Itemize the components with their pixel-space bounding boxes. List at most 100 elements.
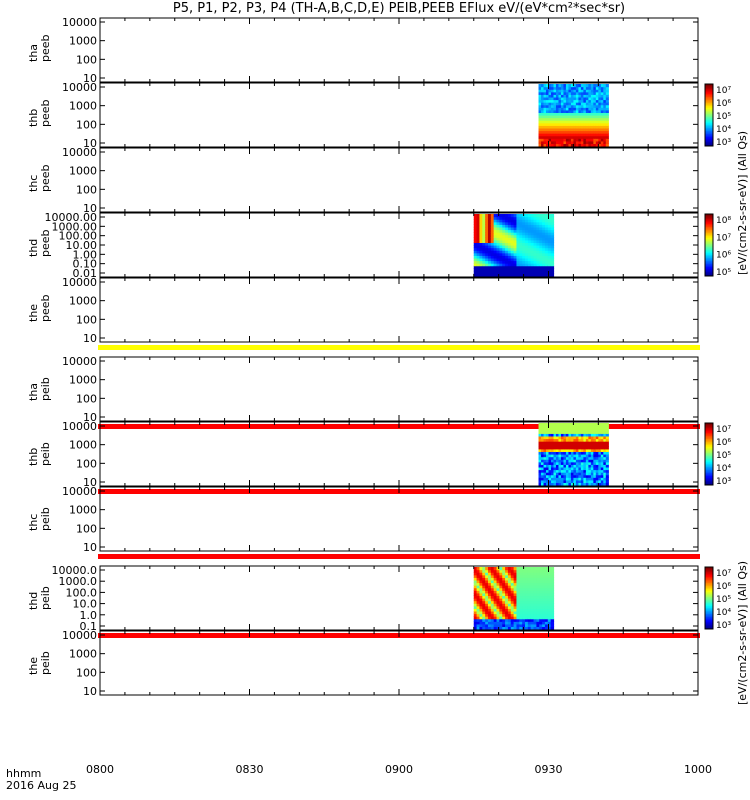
heatmap-cell <box>493 603 498 607</box>
heatmap-cell <box>580 474 584 478</box>
heatmap-cell <box>476 592 481 597</box>
heatmap-cell <box>550 242 555 246</box>
heatmap-cell <box>547 587 552 591</box>
heatmap-cell <box>585 472 589 476</box>
heatmap-cell <box>555 448 560 453</box>
heatmap-cell <box>527 626 532 630</box>
heatmap-cell <box>578 91 582 95</box>
heatmap-cell <box>543 459 547 463</box>
heatmap-cell <box>539 569 543 573</box>
heatmap-cell <box>573 423 577 427</box>
heatmap-cell <box>550 127 555 132</box>
colorbar-swatch <box>705 85 713 88</box>
heatmap-cell <box>499 587 503 591</box>
heatmap-cell <box>490 598 495 602</box>
heatmap-cell <box>563 143 567 147</box>
heatmap-cell <box>496 224 500 228</box>
heatmap-cell <box>530 270 535 275</box>
heatmap-cell <box>555 120 560 124</box>
heatmap-cell <box>575 115 579 119</box>
heatmap-cell <box>593 461 597 465</box>
heatmap-cell <box>499 595 503 599</box>
heatmap-cell <box>546 84 550 88</box>
heatmap-cell <box>570 474 575 478</box>
heatmap-cell <box>600 482 604 486</box>
heatmap-cell <box>558 109 562 114</box>
heatmap-cell <box>536 579 540 584</box>
heatmap-cell <box>575 430 579 434</box>
heatmap-cell <box>538 96 542 101</box>
heatmap-cell <box>547 263 552 267</box>
heatmap-cell <box>598 86 602 90</box>
heatmap-cell <box>600 477 604 481</box>
heatmap-cell <box>496 598 500 602</box>
heatmap-cell <box>479 623 483 628</box>
heatmap-cell <box>538 94 542 98</box>
heatmap-cell <box>558 94 562 98</box>
heatmap-cell <box>510 577 515 581</box>
heatmap-cell <box>547 595 552 599</box>
heatmap-cell <box>543 130 547 134</box>
heatmap-cell <box>487 226 492 231</box>
heatmap-cell <box>595 84 599 88</box>
heatmap-cell <box>499 229 503 233</box>
heatmap-cell <box>575 448 579 453</box>
heatmap-cell <box>605 120 609 124</box>
heatmap-cell <box>543 423 547 427</box>
heatmap-cell <box>516 587 520 591</box>
heatmap-cell <box>555 138 560 142</box>
colorbar-swatch <box>705 577 713 580</box>
heatmap-cell <box>533 234 537 238</box>
panel-product-label: peeb <box>39 294 52 323</box>
heatmap-cell <box>476 613 481 617</box>
heatmap-cell <box>510 260 515 264</box>
heatmap-cell <box>485 234 489 238</box>
heatmap-cell <box>585 91 589 95</box>
colorbar-swatch <box>705 107 713 110</box>
heatmap-cell <box>538 140 542 145</box>
heatmap-cell <box>547 605 552 609</box>
heatmap-cell <box>550 616 555 620</box>
panel-product-label: peeb <box>39 34 52 63</box>
heatmap-cell <box>593 91 597 95</box>
heatmap-cell <box>548 461 552 465</box>
heatmap-cell <box>525 592 529 597</box>
heatmap-cell <box>519 598 523 602</box>
heatmap-cell <box>547 574 552 578</box>
heatmap-cell <box>585 143 589 147</box>
colorbar-swatch <box>705 122 713 125</box>
heatmap-cell <box>513 616 518 620</box>
heatmap-cell <box>522 572 526 576</box>
heatmap-cell <box>530 224 535 228</box>
panel-tha-peib-frame <box>99 356 699 422</box>
heatmap-cell <box>476 618 481 622</box>
heatmap-cell <box>546 133 550 137</box>
heatmap-cell <box>550 592 555 597</box>
heatmap-cell <box>588 474 592 478</box>
heatmap-cell <box>588 96 592 101</box>
heatmap-cell <box>573 474 577 478</box>
heatmap-cell <box>536 229 540 233</box>
heatmap-cell <box>505 260 509 264</box>
heatmap-cell <box>550 133 555 137</box>
heatmap-cell <box>519 214 523 218</box>
heatmap-cell <box>573 451 577 455</box>
heatmap-cell <box>507 268 512 272</box>
heatmap-cell <box>546 451 550 455</box>
heatmap-cell <box>605 143 609 147</box>
heatmap-cell <box>487 603 492 607</box>
heatmap-cell <box>583 482 587 486</box>
heatmap-cell <box>519 255 523 259</box>
heatmap-cell <box>536 590 540 594</box>
heatmap-cell <box>542 587 546 591</box>
heatmap-cell <box>530 216 535 220</box>
heatmap-cell <box>550 268 555 272</box>
heatmap-cell <box>533 270 537 275</box>
heatmap-cell <box>522 621 526 625</box>
heatmap-cell <box>603 112 607 116</box>
heatmap-cell <box>522 577 526 581</box>
heatmap-cell <box>560 94 565 98</box>
heatmap-cell <box>487 263 492 267</box>
heatmap-cell <box>538 89 542 93</box>
heatmap-cell <box>595 433 599 437</box>
